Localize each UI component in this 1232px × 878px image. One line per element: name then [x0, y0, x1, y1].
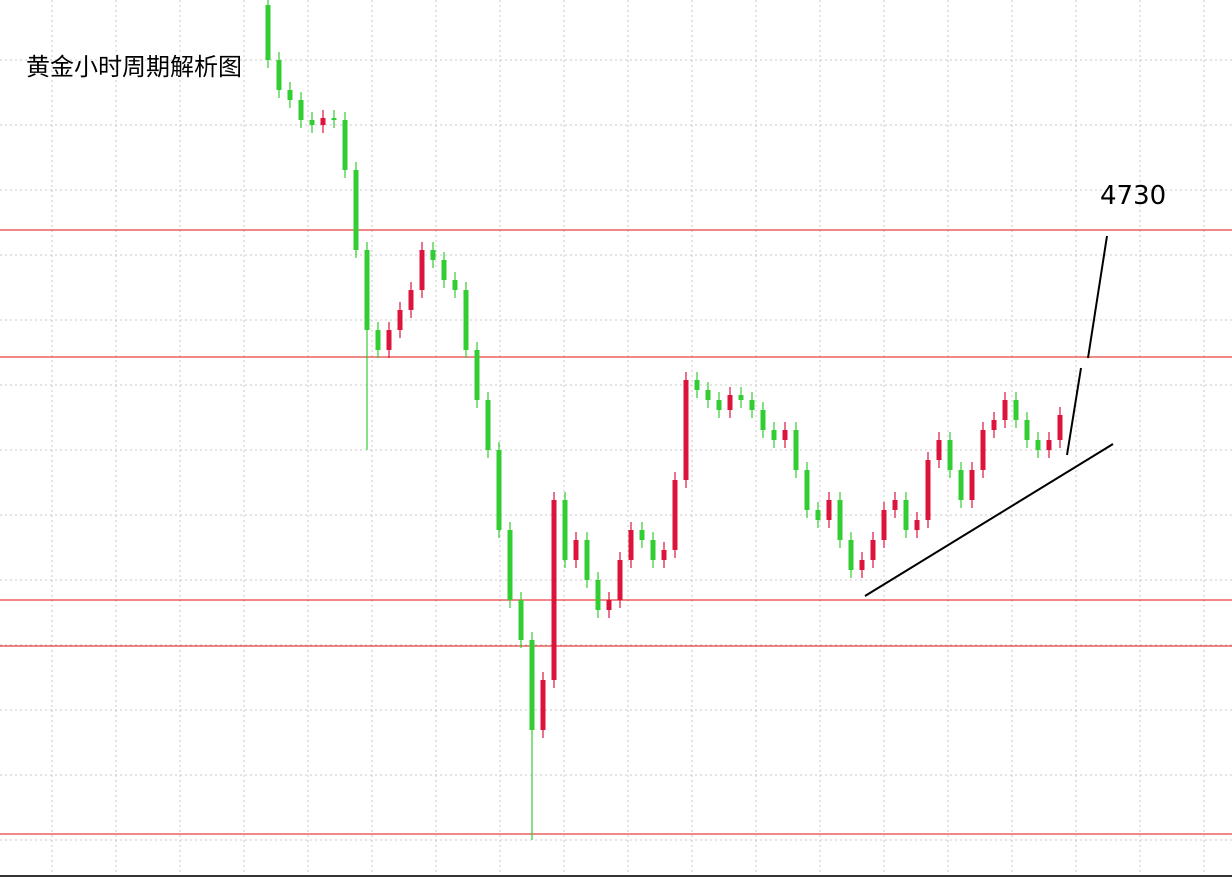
candle-body — [342, 120, 348, 170]
candle-body — [397, 310, 403, 330]
candle-body — [1035, 440, 1041, 450]
chart-title: 黄金小时周期解析图 — [26, 53, 242, 81]
projection-line — [1087, 235, 1108, 359]
candle-body — [1057, 415, 1063, 440]
candle-body — [782, 430, 788, 440]
candle-body — [980, 430, 986, 470]
candle-body — [584, 540, 590, 580]
candle-body — [408, 290, 414, 310]
candle-body — [463, 290, 469, 350]
candle-body — [771, 430, 777, 440]
candle-body — [870, 540, 876, 560]
candle-body — [485, 400, 491, 450]
candle-body — [815, 510, 821, 520]
candle-body — [452, 280, 458, 290]
candle-body — [276, 60, 282, 90]
candle-body — [1046, 440, 1052, 450]
candle-body — [914, 520, 920, 530]
candle-body — [386, 330, 392, 350]
candle-body — [716, 400, 722, 410]
candle-body — [353, 170, 359, 250]
target-label: 4730 — [1100, 181, 1166, 211]
candle-body — [507, 530, 513, 600]
candle-body — [331, 118, 337, 120]
candle-body — [419, 250, 425, 290]
candles — [265, 0, 1063, 840]
candle-body — [859, 560, 865, 570]
candle-body — [496, 450, 502, 530]
candle-body — [1013, 400, 1019, 420]
candle-body — [529, 640, 535, 730]
candle-body — [364, 250, 370, 330]
candle-body — [287, 90, 293, 100]
candle-body — [375, 330, 381, 350]
candle-body — [793, 430, 799, 470]
candle-body — [595, 580, 601, 610]
candle-body — [628, 530, 634, 560]
candle-body — [672, 480, 678, 550]
projection-line — [1066, 367, 1082, 456]
candle-body — [760, 410, 766, 430]
candle-body — [837, 500, 843, 540]
candle-body — [298, 100, 304, 120]
candle-body — [1024, 420, 1030, 440]
candle-body — [925, 460, 931, 520]
candle-body — [892, 500, 898, 510]
candle-body — [903, 500, 909, 530]
candle-body — [848, 540, 854, 570]
candle-body — [540, 680, 546, 730]
candle-body — [991, 420, 997, 430]
candle-body — [947, 440, 953, 470]
candle-body — [639, 530, 645, 540]
candle-body — [606, 600, 612, 610]
candle-body — [650, 540, 656, 560]
candle-body — [551, 500, 557, 680]
candle-body — [441, 260, 447, 280]
candle-body — [705, 390, 711, 400]
trend-line — [864, 443, 1114, 597]
candle-body — [265, 5, 271, 60]
candle-body — [881, 510, 887, 540]
candle-body — [320, 118, 326, 125]
candle-body — [683, 380, 689, 480]
candle-body — [936, 440, 942, 460]
candle-body — [1002, 400, 1008, 420]
candle-body — [958, 470, 964, 500]
candle-body — [518, 600, 524, 640]
candle-body — [562, 500, 568, 560]
candle-body — [804, 470, 810, 510]
candle-body — [661, 550, 667, 560]
levels — [0, 229, 1232, 835]
candle-body — [749, 400, 755, 410]
candle-body — [430, 250, 436, 260]
candle-body — [727, 395, 733, 410]
candle-body — [969, 470, 975, 500]
candle-body — [826, 500, 832, 520]
candle-body — [738, 395, 744, 400]
candle-body — [573, 540, 579, 560]
candle-body — [617, 560, 623, 600]
candle-body — [474, 350, 480, 400]
candle-body — [694, 380, 700, 390]
candle-body — [309, 120, 315, 125]
